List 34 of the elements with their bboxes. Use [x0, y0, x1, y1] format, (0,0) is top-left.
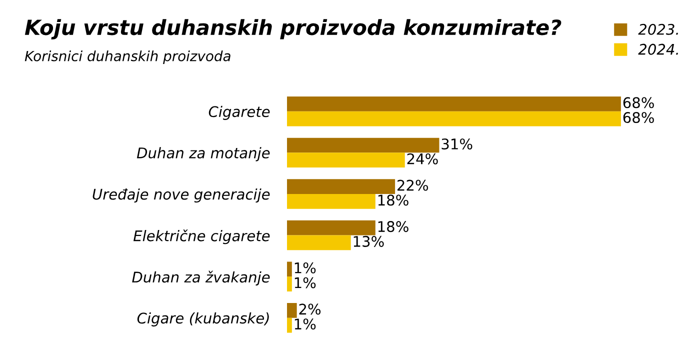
data-label: 2% [299, 304, 321, 315]
y-tick-label: Duhan za žvakanje [132, 270, 270, 286]
data-label: 13% [354, 236, 384, 247]
bar [287, 318, 292, 333]
y-tick-label: Uređaje nove generacije [92, 188, 270, 203]
chart-title: Koju vrstu duhanskih proizvoda konzumirate? [24, 19, 562, 40]
data-label: 31% [442, 138, 472, 150]
data-label: 1% [294, 262, 316, 274]
data-label: 68% [623, 97, 654, 108]
bar [287, 96, 621, 112]
y-tick-label: Duhan za motanje [136, 147, 270, 162]
bar [287, 152, 405, 168]
data-label: 68% [623, 112, 654, 124]
y-tick-label: Cigare (kubanske) [137, 312, 269, 326]
bar [287, 276, 292, 292]
bar [287, 262, 292, 277]
data-label: 24% [407, 153, 438, 164]
y-tick-label: Električne cigarete [133, 229, 270, 244]
bar [287, 138, 440, 153]
bar [287, 220, 376, 236]
bar [287, 303, 297, 318]
bar [287, 111, 621, 126]
data-label: 18% [378, 194, 408, 206]
legend-label: 2023. [638, 24, 678, 35]
data-label: 1% [294, 318, 316, 330]
bar [287, 179, 396, 194]
legend-label: 2024. [638, 44, 678, 55]
data-label: 18% [378, 221, 408, 232]
bar [287, 235, 351, 250]
data-label: 1% [294, 277, 316, 288]
data-label: 22% [398, 180, 428, 191]
text: Korisnici duhanskih proizvoda [24, 50, 230, 64]
y-tick-label: Cigarete [208, 106, 270, 120]
bar [287, 194, 376, 209]
